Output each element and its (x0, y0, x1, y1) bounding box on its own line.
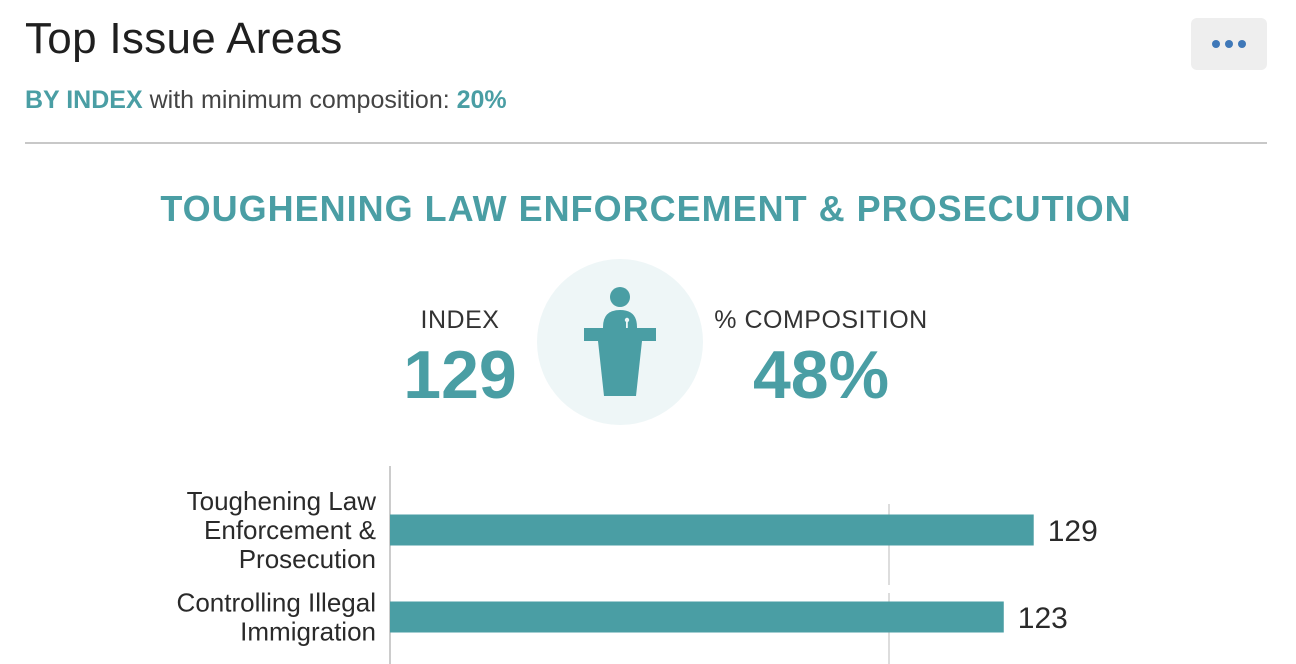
category-label-0-line-0: Toughening Law (187, 486, 377, 516)
subtitle-text: with minimum composition: (142, 86, 457, 114)
subtitle-mode: BY INDEX (25, 86, 143, 114)
speaker-podium-icon (584, 287, 656, 396)
bar-1 (390, 601, 1004, 633)
subtitle-min-composition: 20% (456, 86, 507, 114)
composition-stat: % COMPOSITION 48% (706, 306, 936, 409)
category-label-1-line-0: Controlling Illegal (177, 588, 376, 618)
composition-value: 48% (752, 337, 890, 413)
composition-label: % COMPOSITION (714, 306, 928, 334)
divider (25, 142, 1267, 144)
bar-value-label-0: 129 (1048, 515, 1098, 548)
index-value: 129 (403, 337, 517, 413)
more-horizontal-icon (1212, 40, 1220, 48)
category-label-0-line-2: Prosecution (239, 544, 376, 574)
more-horizontal-icon-dot (1225, 40, 1233, 48)
subtitle: BY INDEX with minimum composition: 20% (25, 86, 507, 115)
more-horizontal-icon-dot (1238, 40, 1246, 48)
bar-value-label-1: 123 (1018, 602, 1068, 635)
category-label-1-line-1: Immigration (240, 617, 376, 647)
page-title: Top Issue Areas (25, 14, 343, 63)
issue-icon-circle (537, 259, 703, 425)
bar-0 (390, 514, 1034, 546)
featured-issue-heading: TOUGHENING LAW ENFORCEMENT & PROSECUTION (160, 188, 1132, 229)
index-label: INDEX (420, 306, 500, 334)
category-label-0-line-1: Enforcement & (204, 515, 376, 545)
more-options-button[interactable] (1191, 18, 1267, 70)
index-stat: INDEX 129 (390, 306, 530, 409)
